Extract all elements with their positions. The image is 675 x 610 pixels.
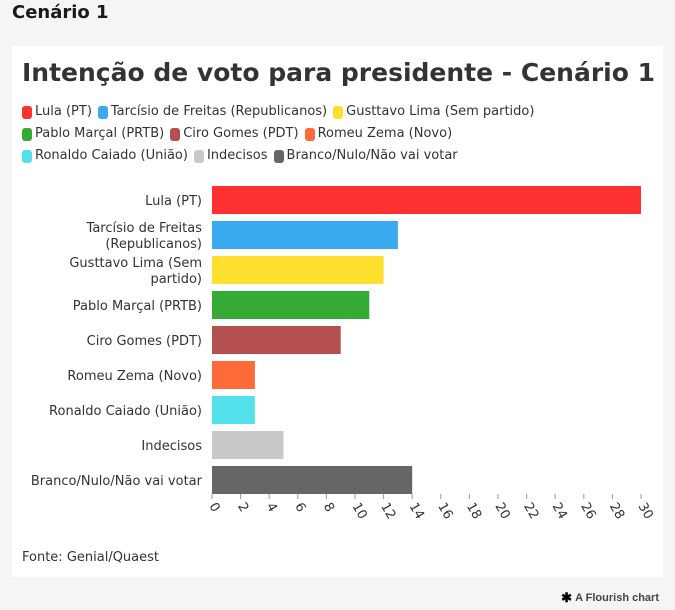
x-tick-label: 22	[520, 500, 541, 522]
legend-item[interactable]: Pablo Marçal (PRTB)	[22, 126, 164, 142]
category-label: partido)	[150, 272, 202, 287]
legend-label: Indecisos	[206, 148, 268, 163]
flourish-credit[interactable]: ✱ A Flourish chart	[561, 590, 659, 606]
legend-item[interactable]: Ronaldo Caiado (União)	[22, 148, 188, 164]
x-tick-label: 18	[463, 500, 484, 522]
x-tick-label: 24	[549, 500, 570, 522]
category-label: (Republicanos)	[105, 237, 202, 252]
category-label: Branco/Nulo/Não vai votar	[31, 474, 203, 489]
category-label: Indecisos	[141, 439, 202, 454]
x-tick-label: 28	[606, 500, 627, 522]
x-tick-label: 20	[492, 500, 513, 522]
legend-item[interactable]: Indecisos	[193, 148, 268, 164]
legend-item[interactable]: Tarcísio de Freitas (Republicanos)	[97, 104, 328, 120]
x-tick-label: 26	[577, 500, 598, 522]
x-tick-label: 10	[349, 500, 370, 522]
legend-label: Ronaldo Caiado (União)	[35, 148, 188, 163]
flourish-asterisk-icon: ✱	[561, 590, 573, 605]
x-tick-label: 16	[434, 500, 455, 522]
x-tick-label: 0	[206, 500, 223, 515]
chart-title: Intenção de voto para presidente - Cenár…	[22, 58, 656, 87]
legend-item[interactable]: Branco/Nulo/Não vai votar	[273, 148, 458, 164]
page-heading: Cenário 1	[12, 2, 109, 23]
category-label: Ronaldo Caiado (União)	[49, 404, 202, 419]
category-label: Gusttavo Lima (Sem	[69, 256, 202, 271]
legend-label: Romeu Zema (Novo)	[317, 126, 453, 141]
legend-item[interactable]: Ciro Gomes (PDT)	[170, 126, 299, 142]
x-tick-label: 12	[377, 500, 398, 522]
legend-item[interactable]: Gusttavo Lima (Sem partido)	[333, 104, 534, 120]
x-tick-label: 14	[406, 500, 427, 522]
legend-swatch	[304, 127, 315, 141]
legend-swatch	[273, 149, 284, 163]
legend-item[interactable]: Romeu Zema (Novo)	[304, 126, 453, 142]
x-tick-label: 6	[291, 500, 308, 515]
category-label: Romeu Zema (Novo)	[67, 369, 202, 384]
legend-swatch	[22, 149, 32, 163]
chart-card: Intenção de voto para presidente - Cenár…	[12, 46, 663, 577]
legend-swatch	[22, 127, 32, 141]
bar[interactable]	[212, 326, 341, 354]
bar-chart-plot: Lula (PT) Tarcísio de Freitas(Republicano…	[31, 186, 656, 522]
bar[interactable]	[212, 186, 641, 214]
category-label: Tarcísio de Freitas	[86, 221, 203, 236]
chart-source: Fonte: Genial/Quaest	[22, 550, 160, 565]
legend-label: Ciro Gomes (PDT)	[183, 126, 299, 141]
bar[interactable]	[212, 361, 255, 389]
legend-swatch	[22, 105, 32, 119]
legend-label: Pablo Marçal (PRTB)	[35, 126, 165, 141]
chart-legend: Lula (PT) Tarcísio de Freitas (Republican…	[22, 104, 652, 164]
legend-swatch	[333, 105, 344, 119]
legend-swatch	[97, 105, 108, 119]
bar[interactable]	[212, 466, 413, 494]
legend-swatch	[193, 149, 204, 163]
x-tick-label: 4	[263, 500, 280, 515]
credit-label: A Flourish chart	[575, 592, 659, 604]
legend-item[interactable]: Lula (PT)	[22, 104, 92, 120]
x-tick-label: 8	[320, 500, 337, 515]
bar[interactable]	[212, 291, 370, 319]
bar[interactable]	[212, 431, 284, 459]
bar[interactable]	[212, 396, 255, 424]
bar[interactable]	[212, 221, 398, 249]
legend-label: Lula (PT)	[35, 104, 92, 119]
legend-label: Branco/Nulo/Não vai votar	[286, 148, 458, 163]
bar[interactable]	[212, 256, 384, 284]
category-label: Lula (PT)	[145, 194, 202, 209]
legend-label: Gusttavo Lima (Sem partido)	[346, 104, 535, 119]
legend-swatch	[170, 127, 181, 141]
x-tick-label: 30	[635, 500, 656, 522]
category-label: Pablo Marçal (PRTB)	[73, 299, 202, 314]
legend-label: Tarcísio de Freitas (Republicanos)	[110, 104, 328, 119]
x-tick-label: 2	[234, 500, 251, 515]
category-label: Ciro Gomes (PDT)	[87, 334, 202, 349]
